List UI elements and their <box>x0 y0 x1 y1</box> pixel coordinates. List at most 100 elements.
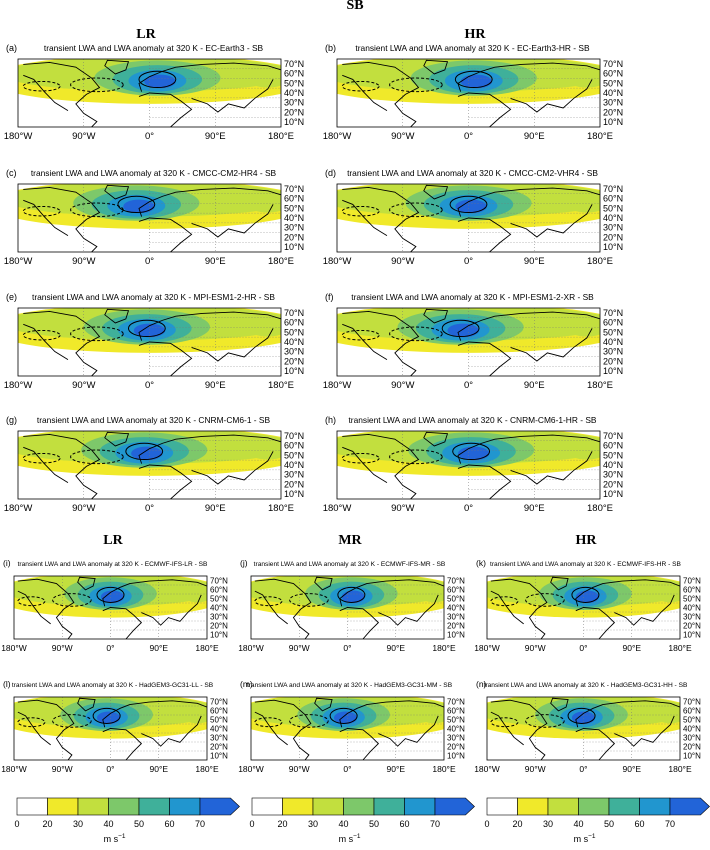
column-header-mr-bottom: MR <box>338 533 362 548</box>
lon-tick-label: 0° <box>464 131 473 142</box>
panel-title: transient LWA and LWA anomaly at 320 K -… <box>254 561 446 568</box>
lon-tick-label: 180°W <box>323 256 352 267</box>
lat-tick-label: 40°N <box>284 88 304 98</box>
colorbar-segment <box>639 797 671 816</box>
contour-70 <box>100 590 125 604</box>
anomaly-contour-negative <box>52 593 92 607</box>
lon-tick-label: 0° <box>343 643 351 653</box>
anomaly-contour-positive <box>567 707 596 724</box>
lat-tick-label: 60°N <box>447 586 465 595</box>
coastline-africa <box>575 728 616 760</box>
lat-tick-label: 20°N <box>284 232 304 242</box>
lat-tick-label: 30°N <box>603 98 623 108</box>
anomaly-contour-negative <box>341 329 380 341</box>
lat-tick-label: 60°N <box>210 586 228 595</box>
coastline-greenland <box>104 59 130 75</box>
lat-tick-label: 10°N <box>447 752 465 761</box>
lat-tick-label: 50°N <box>284 78 304 88</box>
coastline-africa <box>138 464 193 499</box>
coastline-eurasia <box>575 579 680 607</box>
lat-tick-label: 50°N <box>603 450 623 460</box>
coastline-greenland <box>77 576 96 591</box>
lon-tick-label: 90°W <box>52 643 73 653</box>
map-panel: (m)transient LWA and LWA anomaly at 320 … <box>238 679 465 774</box>
panel-label: (h) <box>325 415 336 425</box>
lon-tick-label: 180°W <box>323 503 352 514</box>
coastline-americas <box>254 699 312 760</box>
coastline-americas <box>342 310 420 376</box>
lon-tick-label: 90°E <box>205 503 226 514</box>
lat-tick-label: 70°N <box>603 184 623 194</box>
coastline-americas <box>23 433 101 499</box>
panel-label: (k) <box>476 558 486 568</box>
colorbar-segment <box>404 797 436 816</box>
map-field <box>251 697 444 760</box>
lon-tick-label: 180°W <box>1 643 27 653</box>
lon-tick-label: 90°W <box>289 764 310 774</box>
anomaly-contour-positive <box>452 442 491 461</box>
pacific-branch <box>565 440 600 460</box>
lat-tick-label: 70°N <box>603 308 623 318</box>
lat-tick-label: 70°N <box>210 698 228 707</box>
coastline-eurasia <box>339 700 444 728</box>
colorbar-arrow <box>199 797 240 816</box>
lon-tick-label: 90°W <box>72 131 95 142</box>
lon-tick-label: 180°W <box>4 503 33 514</box>
pacific-branch <box>246 68 281 88</box>
colorbar-unit: m s−1 <box>104 833 126 844</box>
contour-70 <box>460 74 493 89</box>
anomaly-contour-negative <box>490 717 519 728</box>
coastline-greenland <box>423 308 449 324</box>
lat-tick-label: 70°N <box>447 698 465 707</box>
lat-tick-label: 60°N <box>447 707 465 716</box>
panel-title: transient LWA and LWA anomaly at 320 K -… <box>44 43 264 53</box>
lat-tick-label: 10°N <box>603 242 623 252</box>
panel-label: (e) <box>6 292 17 302</box>
lon-tick-label: 180°W <box>4 380 33 391</box>
lon-tick-label: 180°W <box>323 131 352 142</box>
panel-label: (c) <box>6 168 17 178</box>
lat-tick-label: 60°N <box>603 318 623 328</box>
coastline-asia <box>510 204 593 238</box>
column-header-lr-bottom: LR <box>103 533 123 548</box>
panel-title: transient LWA and LWA anomaly at 320 K -… <box>32 292 275 302</box>
anomaly-contour-negative <box>22 452 61 464</box>
colorbar-segment <box>517 797 549 816</box>
colorbar-tick-label: 70 <box>195 819 205 829</box>
colorbar-segment <box>282 797 314 816</box>
lon-tick-label: 90°E <box>149 643 168 653</box>
panel-title: transient LWA and LWA anomaly at 320 K -… <box>18 561 208 568</box>
lon-tick-label: 0° <box>579 764 587 774</box>
colorbar-tick-label: 40 <box>573 819 583 829</box>
map-panel: (n)transient LWA and LWA anomaly at 320 … <box>474 679 701 774</box>
colorbar-tick-label: 60 <box>399 819 409 829</box>
coastline-greenland <box>104 431 130 447</box>
map-field <box>337 308 600 376</box>
coastline-eurasia <box>102 700 207 728</box>
lat-tick-label: 20°N <box>210 622 228 631</box>
map-frame <box>486 575 681 640</box>
anomaly-contour-negative <box>254 717 283 728</box>
panel-title: transient LWA and LWA anomaly at 320 K -… <box>37 415 271 425</box>
map-frame <box>17 430 282 500</box>
lon-tick-label: 180°W <box>4 256 33 267</box>
colorbar-tick-label: 40 <box>338 819 348 829</box>
figure-title: SB <box>346 0 364 13</box>
anomaly-contour-positive <box>138 70 177 89</box>
lon-tick-label: 90°W <box>72 380 95 391</box>
map-frame <box>486 696 681 761</box>
lat-tick-label: 10°N <box>284 489 304 499</box>
pacific-branch <box>418 705 444 724</box>
colorbar: 0 20 30 40 50 60 70 m s−1 <box>14 797 240 844</box>
lon-tick-label: 90°E <box>205 256 226 267</box>
lat-tick-label: 40°N <box>210 725 228 734</box>
map-field <box>337 184 600 252</box>
lat-tick-label: 60°N <box>603 69 623 79</box>
lat-tick-label: 50°N <box>603 327 623 337</box>
lat-tick-label: 10°N <box>284 366 304 376</box>
colorbar-tick-label: 60 <box>634 819 644 829</box>
coastline-greenland <box>314 697 333 712</box>
lat-tick-label: 70°N <box>603 431 623 441</box>
lon-tick-label: 90°E <box>622 643 641 653</box>
